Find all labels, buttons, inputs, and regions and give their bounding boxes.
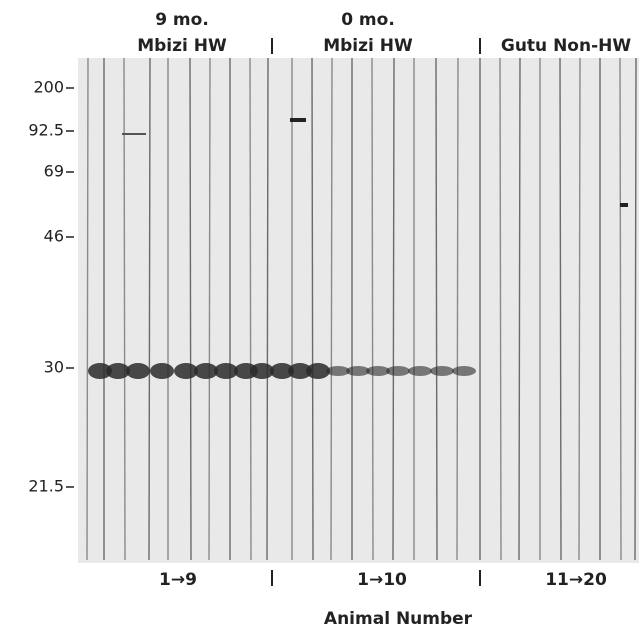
band	[408, 366, 432, 376]
markers: 200 92.5 69 46 30 21.5	[28, 78, 74, 496]
lane-line	[392, 57, 395, 561]
marker-label: 69	[44, 162, 64, 181]
marker-label: 92.5	[28, 121, 64, 140]
band	[386, 366, 410, 376]
lane-line	[559, 57, 562, 561]
band	[306, 363, 330, 379]
axis-label: Animal Number	[324, 609, 473, 628]
lane-line	[86, 57, 89, 561]
lane-line	[578, 57, 581, 561]
lane-line	[518, 57, 521, 561]
band	[214, 363, 238, 379]
band	[106, 363, 130, 379]
group-site: Gutu Non-HW	[501, 36, 631, 56]
band	[346, 366, 370, 376]
group-time: 9 mo.	[155, 10, 209, 30]
band	[326, 366, 350, 376]
marker-label: 46	[44, 227, 64, 246]
band	[290, 118, 306, 122]
band	[452, 366, 476, 376]
group-time: 0 mo.	[341, 10, 395, 30]
lane-line	[330, 57, 333, 561]
band	[620, 203, 628, 207]
gel	[78, 58, 639, 563]
lane-range: 1→9	[159, 570, 197, 590]
lane-line	[208, 57, 211, 561]
lane-lines	[86, 57, 637, 561]
band	[288, 363, 312, 379]
group-site: Mbizi HW	[323, 36, 413, 56]
band	[150, 363, 174, 379]
band	[122, 133, 146, 135]
lane-range: 1→10	[357, 570, 407, 590]
lane-line	[619, 57, 622, 561]
lane-line	[189, 57, 192, 561]
marker-label: 200	[33, 78, 64, 97]
lane-line	[123, 57, 126, 561]
band	[430, 366, 454, 376]
band	[366, 366, 390, 376]
lane-line	[499, 57, 502, 561]
band	[88, 363, 112, 379]
band	[250, 363, 274, 379]
lane-line	[311, 57, 314, 561]
group-site: Mbizi HW	[137, 36, 227, 56]
marker-label: 21.5	[28, 477, 64, 496]
marker-label: 30	[44, 358, 64, 377]
lane-line	[249, 57, 252, 561]
bands	[88, 118, 628, 379]
band	[174, 363, 198, 379]
lane-line	[371, 57, 374, 561]
lane-line	[435, 57, 438, 561]
lane-line	[634, 57, 637, 561]
band	[126, 363, 150, 379]
lane-line	[266, 57, 269, 561]
lane-line	[456, 57, 459, 561]
band	[270, 363, 294, 379]
lane-range: 11→20	[545, 570, 607, 590]
band	[194, 363, 218, 379]
lane-line	[148, 57, 151, 561]
